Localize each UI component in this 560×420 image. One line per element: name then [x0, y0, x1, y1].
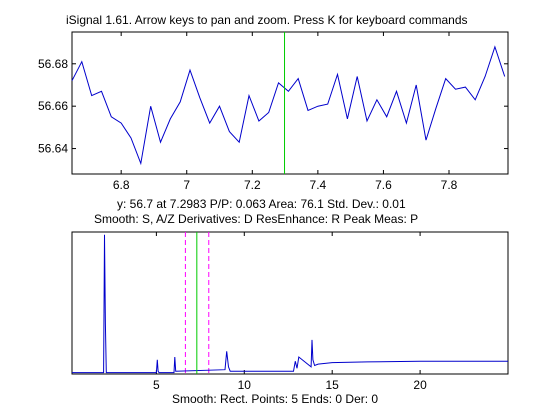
overview-signal-plot[interactable]: 5 10 15 20	[71, 231, 509, 392]
status-readout: y: 56.7 at 7.2983 P/P: 0.063 Area: 76.1 …	[117, 197, 406, 211]
top-plot-x-tick-label: 7	[183, 178, 190, 192]
top-plot-signal-line	[71, 45, 506, 166]
bottom-plot-x-tick-label: 10	[238, 378, 252, 392]
top-plot-axes-frame	[71, 31, 509, 175]
top-plot-x-tick-label: 7.4	[310, 178, 327, 192]
bottom-plot-signal-line	[72, 234, 508, 374]
bottom-plot-x-tick-label: 15	[326, 378, 340, 392]
top-plot-x-tick-label: 7.6	[375, 178, 392, 192]
bottom-plot-axes-frame	[71, 231, 509, 375]
top-plot-y-tick-label: 56.64	[38, 142, 68, 156]
top-plot-x-tick-label: 6.8	[113, 178, 130, 192]
bottom-plot-x-tick-label: 5	[153, 378, 160, 392]
top-plot-x-tick-label: 7.8	[441, 178, 458, 192]
keyboard-commands-line: Smooth: S, A/Z Derivatives: D ResEnhance…	[94, 212, 419, 226]
top-plot-y-tick-label: 56.68	[38, 57, 68, 71]
bottom-plot-x-tick-label: 20	[413, 378, 427, 392]
top-plot-x-tick-label: 7.2	[244, 178, 261, 192]
top-plot-y-tick-label: 56.66	[38, 99, 68, 113]
smooth-settings-line: Smooth: Rect. Points: 5 Ends: 0 Der: 0	[172, 392, 379, 406]
zoomed-signal-plot[interactable]: 6.8 7 7.2 7.4 7.6 7.8 56.64 56.66 56.68	[38, 31, 509, 192]
window-title: iSignal 1.61. Arrow keys to pan and zoom…	[66, 13, 468, 27]
